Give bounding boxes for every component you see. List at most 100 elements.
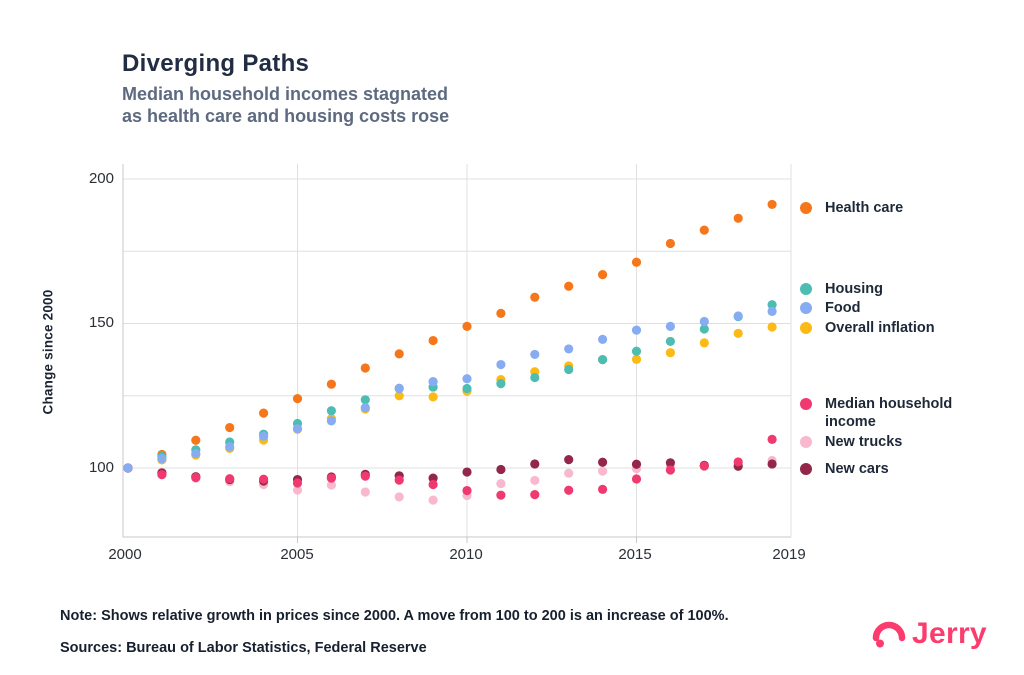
- data-point: [394, 383, 404, 393]
- data-point: [428, 335, 438, 346]
- legend-label: New cars: [825, 461, 889, 477]
- legend-item-food: Food: [800, 299, 1000, 317]
- data-point: [564, 468, 574, 478]
- data-point: [598, 484, 608, 494]
- data-point: [360, 363, 370, 373]
- data-point: [496, 464, 506, 475]
- food-dot-icon: [800, 302, 812, 314]
- data-point: [767, 306, 777, 316]
- brand-name: Jerry: [912, 617, 987, 650]
- x-tick-label: 2005: [280, 546, 314, 563]
- overall-inflation-dot-icon: [800, 322, 812, 334]
- data-point: [428, 392, 438, 402]
- housing-dot-icon: [800, 283, 812, 295]
- data-point: [530, 459, 540, 469]
- data-point: [530, 292, 540, 302]
- legend-item-new-trucks: New trucks: [800, 433, 1000, 451]
- legend-label: Median household income: [825, 396, 953, 430]
- data-point: [394, 391, 404, 401]
- chart-note: Note: Shows relative growth in prices si…: [60, 608, 729, 624]
- jerry-logo: Jerry: [872, 617, 987, 651]
- data-point: [665, 238, 676, 249]
- data-point: [733, 213, 743, 223]
- data-point: [259, 474, 269, 484]
- data-point: [733, 457, 743, 467]
- y-tick-label: 200: [88, 170, 114, 187]
- data-point: [394, 475, 404, 485]
- data-point: [665, 348, 676, 358]
- data-point: [326, 379, 336, 389]
- data-point: [699, 324, 709, 334]
- data-point: [326, 406, 336, 416]
- data-point: [598, 355, 608, 365]
- page-title: Diverging Paths: [122, 50, 310, 77]
- legend-item-health-care: Health care: [800, 199, 1000, 217]
- subtitle-line-2: as health care and housing costs rose: [122, 106, 450, 126]
- data-point: [292, 394, 303, 404]
- data-point: [598, 457, 608, 467]
- x-tick-label: 2019: [772, 546, 806, 563]
- data-point: [123, 463, 133, 473]
- data-point: [631, 354, 642, 364]
- data-point: [292, 478, 303, 488]
- data-point: [564, 344, 574, 354]
- data-point: [598, 270, 608, 280]
- data-point: [157, 470, 167, 480]
- data-point: [564, 364, 574, 375]
- data-point: [530, 372, 540, 383]
- data-point: [360, 395, 370, 405]
- legend-item-housing: Housing: [800, 280, 1000, 298]
- data-point: [733, 311, 743, 321]
- chart-sources: Sources: Bureau of Labor Statistics, Fed…: [60, 640, 427, 656]
- data-point: [191, 448, 201, 459]
- legend-label: Overall inflation: [825, 320, 935, 336]
- health-care-dot-icon: [800, 202, 812, 214]
- x-tick-label: 2000: [108, 546, 142, 563]
- legend-item-median-household-income: Median household income: [800, 395, 1000, 431]
- data-point: [699, 316, 709, 327]
- x-tick-label: 2015: [618, 546, 652, 563]
- median-household-income-dot-icon: [800, 398, 812, 410]
- data-point: [699, 338, 709, 348]
- legend-label: Housing: [825, 281, 883, 297]
- data-point: [462, 383, 472, 394]
- data-point: [360, 402, 370, 413]
- data-point: [462, 467, 472, 477]
- jerry-arc-icon: [872, 621, 906, 648]
- data-point: [631, 459, 642, 469]
- data-point: [665, 321, 676, 331]
- data-point: [394, 349, 404, 359]
- legend-label: Health care: [825, 200, 904, 216]
- data-point: [360, 471, 370, 481]
- data-point: [496, 359, 506, 370]
- data-point: [191, 472, 201, 483]
- data-point: [225, 442, 235, 452]
- data-point: [564, 455, 574, 465]
- new-cars-dot-icon: [800, 463, 812, 475]
- data-point: [767, 322, 777, 332]
- new-trucks-dot-icon: [800, 436, 812, 448]
- data-point: [292, 485, 303, 495]
- data-point: [767, 199, 777, 210]
- legend-item-overall-inflation: Overall inflation: [800, 319, 1000, 337]
- data-point: [394, 492, 404, 502]
- data-point: [157, 454, 167, 464]
- data-point: [326, 416, 336, 426]
- data-point: [462, 485, 472, 496]
- data-point: [564, 485, 574, 495]
- legend-label: Food: [825, 300, 861, 316]
- data-point: [191, 435, 201, 445]
- data-point: [428, 376, 438, 387]
- data-point: [767, 300, 777, 310]
- subtitle-line-1: Median household incomes stagnated: [122, 84, 449, 104]
- data-point: [767, 434, 777, 444]
- y-tick-label: 150: [88, 314, 114, 331]
- data-point: [496, 308, 506, 318]
- data-point: [631, 325, 642, 335]
- data-point: [733, 328, 743, 338]
- data-point: [428, 479, 438, 490]
- data-point: [598, 466, 608, 476]
- data-point: [631, 474, 642, 484]
- data-point: [326, 473, 336, 483]
